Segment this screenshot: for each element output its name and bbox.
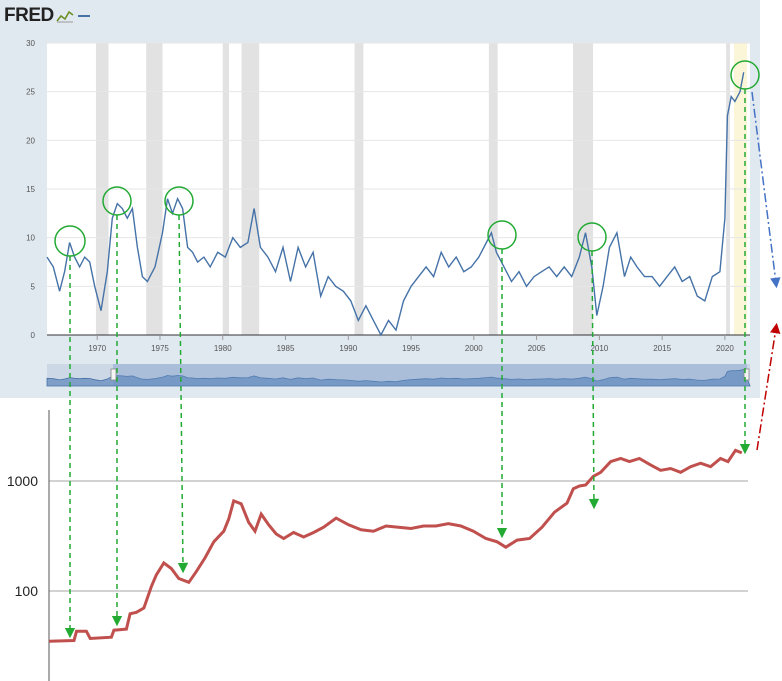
navigator-left-handle[interactable] <box>110 368 117 381</box>
y-tick-label: 30 <box>26 39 35 48</box>
x-tick-label: 1970 <box>88 344 106 353</box>
y-tick-label: 5 <box>31 282 36 291</box>
x-tick-label: 1990 <box>339 344 357 353</box>
y-tick-label: 0 <box>31 331 36 340</box>
trend-arrow-up <box>756 322 781 451</box>
top-y-axis: 0 5 10 15 20 25 30 <box>26 39 35 340</box>
navigator-series-area <box>46 368 751 387</box>
y-tick-label: 25 <box>26 88 35 97</box>
dashed-arrow <box>588 250 600 510</box>
x-tick-label: 2015 <box>653 344 671 353</box>
bottom-series-line <box>48 448 743 643</box>
y-tick-label: 20 <box>26 136 35 145</box>
top-x-axis: 1970 1975 1980 1985 1990 1995 2000 2005 2010 2015… <box>88 335 734 353</box>
navigator-right-handle[interactable] <box>743 368 750 381</box>
x-tick-label: 1980 <box>214 344 232 353</box>
y-tick-label: 15 <box>26 185 35 194</box>
navigator-selection[interactable] <box>113 364 747 386</box>
x-tick-label: 1985 <box>277 344 295 353</box>
dashed-arrow <box>177 214 189 574</box>
y-tick-label: 10 <box>26 234 35 243</box>
x-tick-label: 2005 <box>528 344 546 353</box>
bottom-gridlines <box>49 480 748 592</box>
top-series-line <box>46 72 745 337</box>
x-tick-label: 1995 <box>402 344 420 353</box>
x-tick-label: 1975 <box>151 344 169 353</box>
fred-logo-text: FRED <box>4 5 54 26</box>
x-tick-label: 2000 <box>465 344 483 353</box>
fred-logo[interactable]: FRED <box>4 4 90 28</box>
y-tick-label: 1000 <box>7 473 38 489</box>
top-gridlines <box>47 42 750 336</box>
x-tick-label: 2010 <box>590 344 608 353</box>
annotations <box>54 60 781 639</box>
y-tick-label: 100 <box>15 583 39 599</box>
x-tick-label: 2020 <box>716 344 734 353</box>
series-legend-swatch <box>77 15 90 17</box>
fred-graph-icon <box>56 10 74 23</box>
trend-arrow-down <box>751 91 781 289</box>
bottom-y-axis: 100 1000 <box>7 473 38 599</box>
